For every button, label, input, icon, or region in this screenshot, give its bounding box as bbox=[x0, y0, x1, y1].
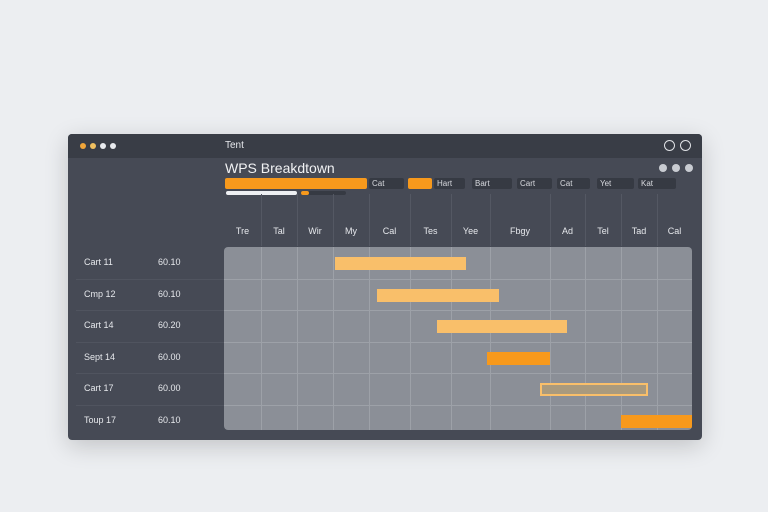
column-header: Yee bbox=[462, 226, 479, 236]
grid-line bbox=[261, 247, 262, 430]
task-value: 60.10 bbox=[158, 257, 181, 267]
summary-bar bbox=[225, 178, 367, 189]
close-icon[interactable] bbox=[685, 164, 693, 172]
grid-line bbox=[224, 310, 692, 311]
task-bar[interactable] bbox=[377, 288, 499, 302]
task-bar[interactable] bbox=[539, 383, 648, 396]
grid-line bbox=[297, 247, 298, 430]
task-value: 60.00 bbox=[158, 351, 181, 362]
column-divider bbox=[369, 194, 370, 246]
grid-line bbox=[224, 278, 692, 280]
column-divider bbox=[550, 194, 551, 246]
window-dot-extra[interactable] bbox=[110, 143, 116, 149]
page-title: WPS Breakdtown bbox=[225, 160, 335, 176]
column-header: Wir bbox=[308, 226, 322, 236]
column-header: Tal bbox=[273, 226, 285, 236]
progress-bar bbox=[226, 191, 297, 195]
task-value: 60.00 bbox=[158, 383, 181, 393]
settings-icon[interactable] bbox=[672, 164, 680, 172]
column-header: Tad bbox=[631, 226, 647, 236]
clock-icon[interactable] bbox=[680, 140, 691, 151]
column-divider bbox=[261, 194, 262, 246]
progress-track bbox=[301, 191, 346, 195]
task-value: 60.10 bbox=[158, 414, 181, 425]
row-divider bbox=[76, 341, 224, 343]
window-dot-maximize[interactable] bbox=[100, 143, 106, 149]
filter-chip[interactable] bbox=[408, 178, 432, 189]
task-value: 60.10 bbox=[158, 288, 181, 299]
task-bar[interactable] bbox=[621, 414, 692, 428]
filter-chip[interactable]: Bart bbox=[472, 178, 512, 189]
column-header: Tre bbox=[235, 226, 250, 236]
grid-line bbox=[224, 341, 692, 343]
task-bar[interactable] bbox=[486, 351, 550, 365]
column-header: Cal bbox=[667, 226, 682, 236]
app-window: Tent WPS Breakdtown Cat Hart Bart Cart Cat Ye… bbox=[68, 134, 702, 440]
task-label: Sept 14 bbox=[84, 351, 116, 362]
window-dot-minimize[interactable] bbox=[90, 143, 96, 149]
grid-line bbox=[621, 247, 622, 430]
row-divider bbox=[76, 373, 224, 374]
grid-line bbox=[657, 247, 658, 430]
column-divider bbox=[297, 194, 298, 246]
grid-line bbox=[224, 404, 692, 406]
filter-chip[interactable]: Hart bbox=[434, 178, 465, 189]
column-divider bbox=[490, 194, 491, 246]
column-header: Ad bbox=[561, 226, 574, 236]
refresh-icon[interactable] bbox=[664, 140, 675, 151]
column-header: Tes bbox=[423, 226, 438, 236]
gantt-chart bbox=[224, 247, 692, 430]
task-label: Cart 17 bbox=[84, 383, 114, 393]
filter-chip[interactable]: Cat bbox=[557, 178, 590, 189]
task-label: Cmp 12 bbox=[84, 288, 116, 299]
title-bar: Tent bbox=[68, 134, 702, 158]
column-divider bbox=[451, 194, 452, 246]
grid-line bbox=[550, 247, 551, 430]
column-divider bbox=[410, 194, 411, 246]
column-divider bbox=[333, 194, 334, 246]
grid-line bbox=[451, 247, 452, 430]
filter-chip[interactable]: Kat bbox=[638, 178, 676, 189]
grid-line bbox=[410, 247, 411, 430]
grid-line bbox=[490, 247, 491, 430]
filter-chip[interactable]: Cat bbox=[369, 178, 404, 189]
column-header: Tel bbox=[597, 226, 609, 236]
column-header: My bbox=[345, 226, 357, 236]
progress-fill bbox=[301, 191, 309, 195]
filter-chip[interactable]: Yet bbox=[597, 178, 634, 189]
column-divider bbox=[657, 194, 658, 246]
row-divider bbox=[76, 278, 224, 280]
grid-line bbox=[585, 247, 586, 430]
info-icon[interactable] bbox=[659, 164, 667, 172]
row-divider bbox=[76, 404, 224, 406]
filter-chip[interactable]: Cart bbox=[517, 178, 552, 189]
task-bar[interactable] bbox=[334, 257, 466, 270]
task-label: Cart 14 bbox=[84, 320, 114, 330]
task-label: Cart 11 bbox=[84, 257, 113, 267]
column-header: Cal bbox=[382, 226, 397, 236]
column-divider bbox=[621, 194, 622, 246]
task-bar[interactable] bbox=[437, 320, 568, 333]
task-value: 60.20 bbox=[158, 320, 181, 330]
grid-line bbox=[333, 247, 334, 430]
column-divider bbox=[585, 194, 586, 246]
column-header: Fbgy bbox=[509, 226, 531, 236]
task-label: Toup 17 bbox=[84, 414, 117, 425]
window-title: Tent bbox=[225, 140, 244, 151]
window-dot-close[interactable] bbox=[80, 143, 86, 149]
row-divider bbox=[76, 310, 224, 311]
grid-line bbox=[224, 373, 692, 374]
grid-line bbox=[369, 247, 370, 430]
